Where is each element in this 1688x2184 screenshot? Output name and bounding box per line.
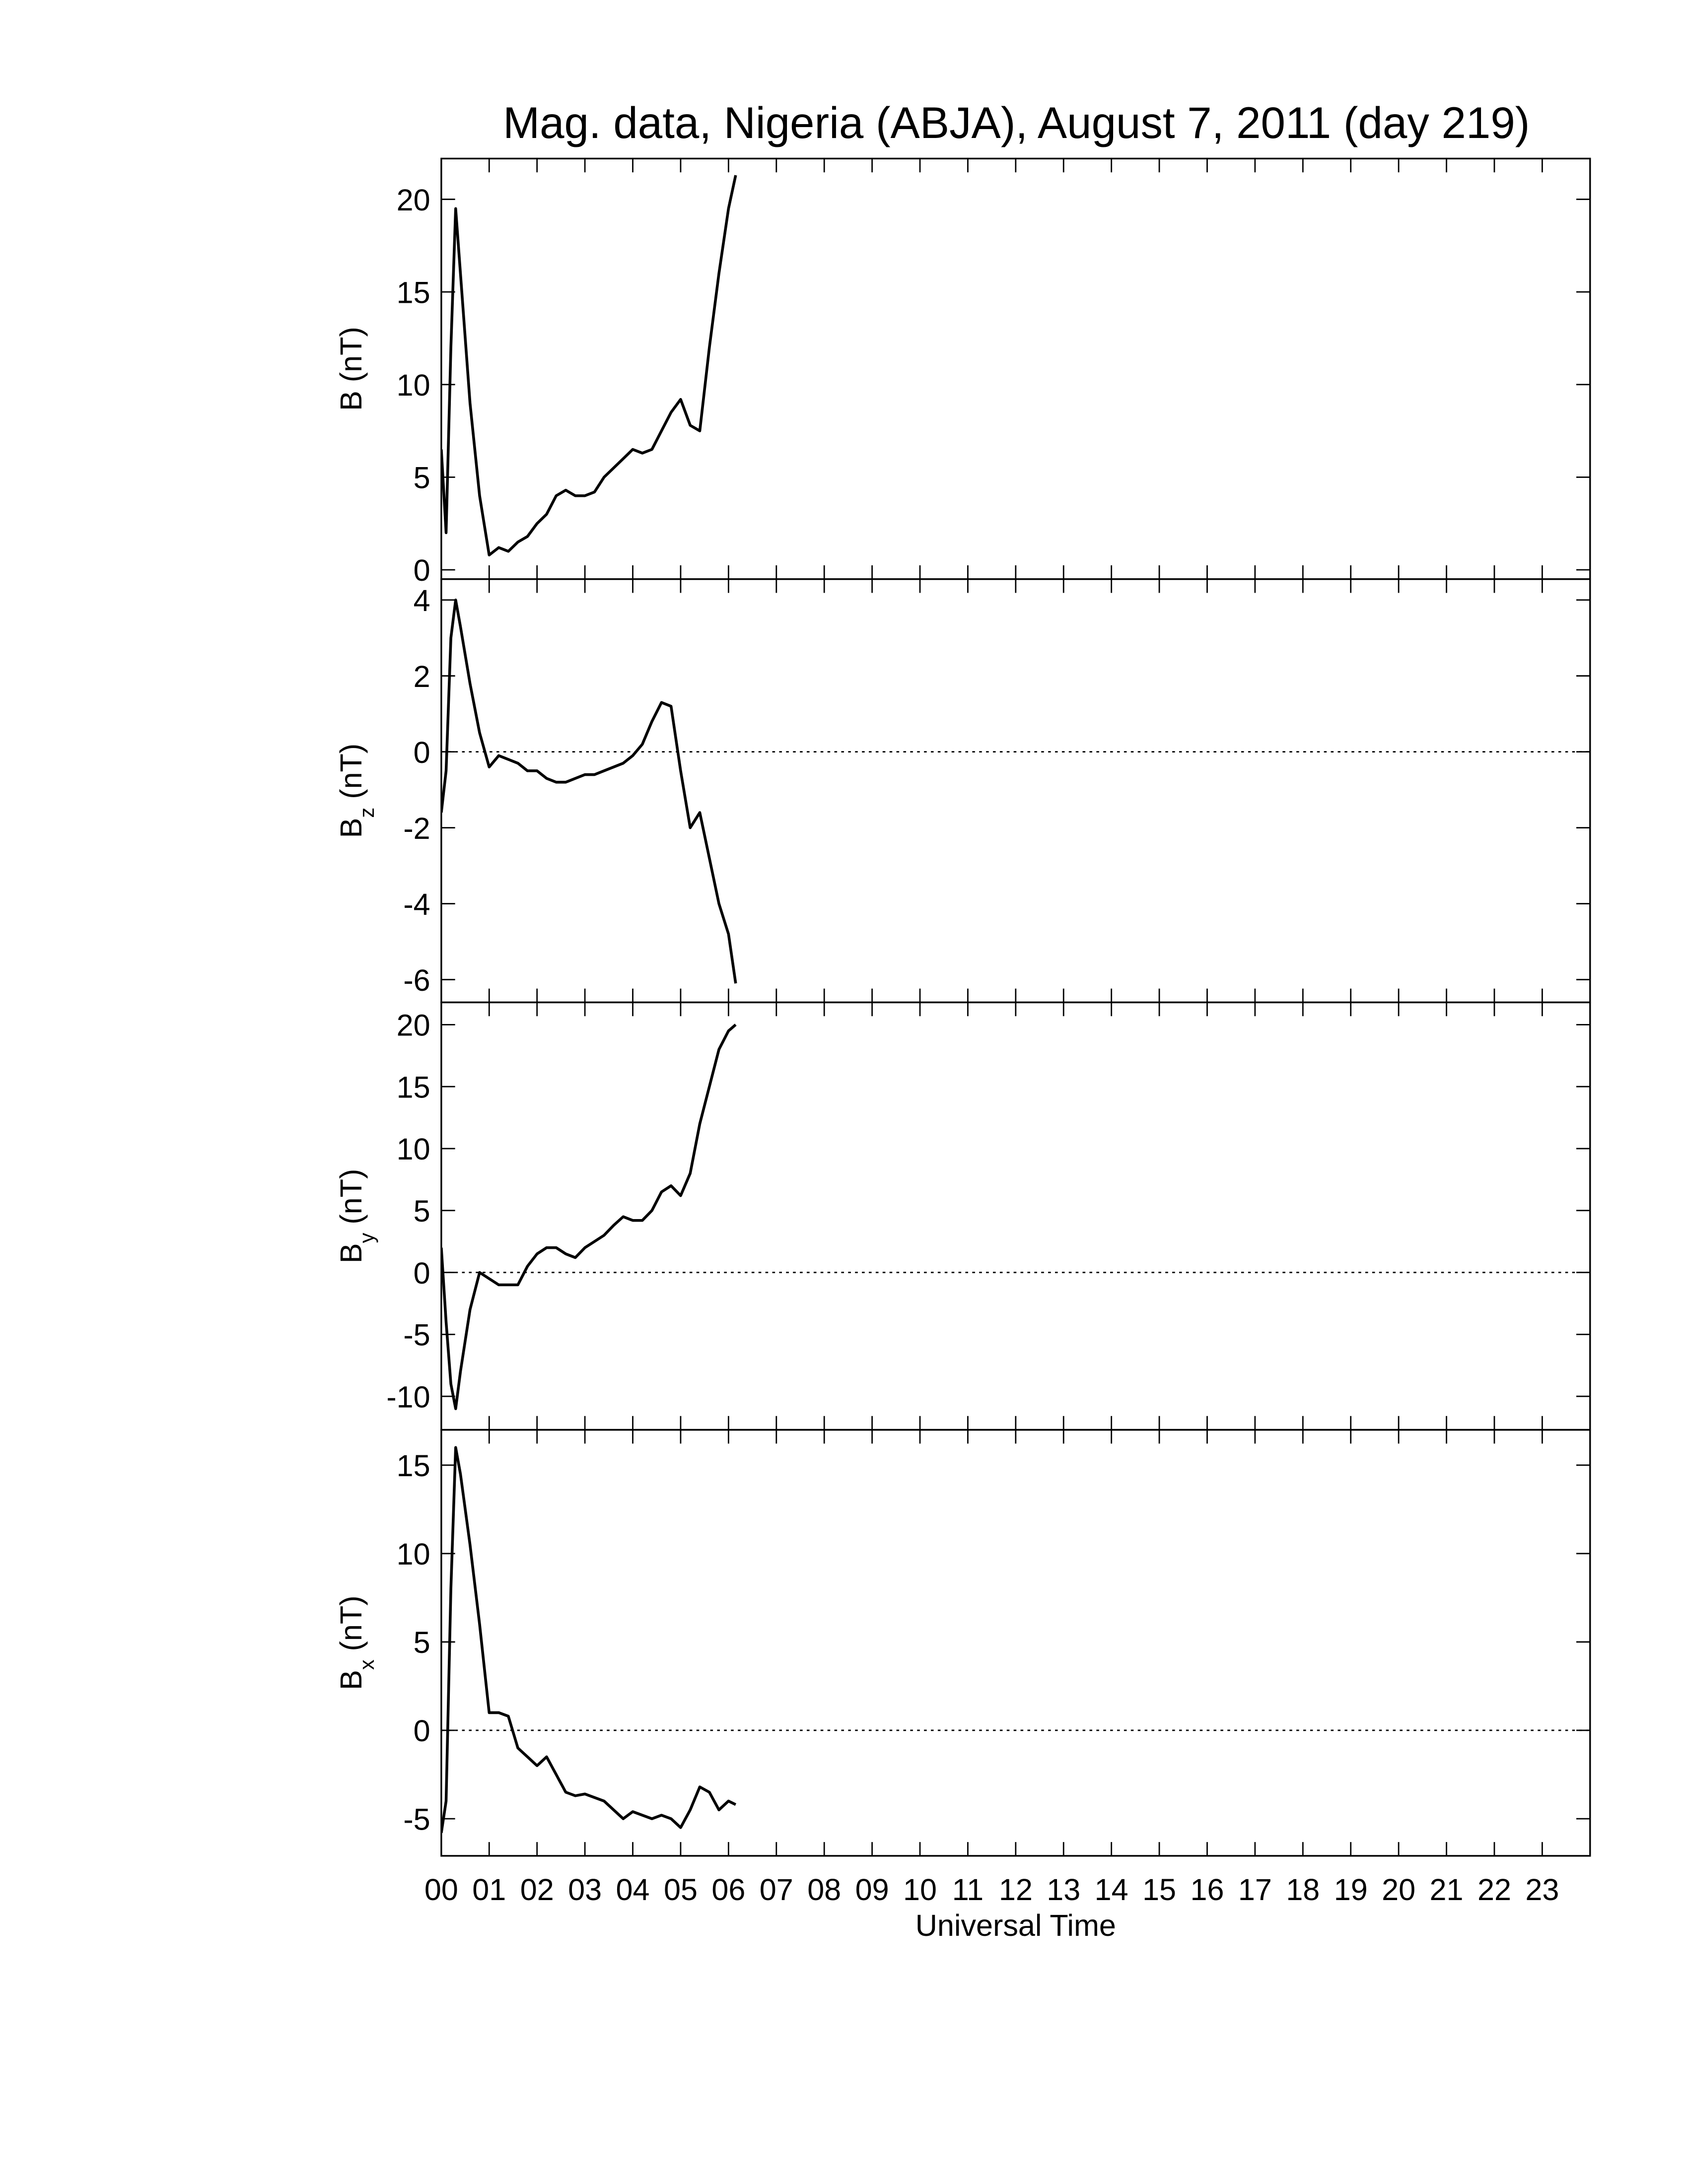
x-tick-label: 02 bbox=[520, 1873, 554, 1907]
x-tick-label: 05 bbox=[664, 1873, 698, 1907]
x-tick-label: 21 bbox=[1430, 1873, 1464, 1907]
x-tick-label: 12 bbox=[999, 1873, 1033, 1907]
y-tick-label: 5 bbox=[414, 461, 430, 495]
y-label-unit: (nT) bbox=[334, 1169, 368, 1225]
x-tick-label: 22 bbox=[1477, 1873, 1511, 1907]
y-tick-label: -4 bbox=[403, 887, 430, 921]
x-tick-label: 14 bbox=[1095, 1873, 1128, 1907]
x-tick-label: 08 bbox=[807, 1873, 841, 1907]
x-tick-label: 07 bbox=[760, 1873, 793, 1907]
y-label-unit: (nT) bbox=[334, 1595, 368, 1651]
x-tick-label: 13 bbox=[1047, 1873, 1080, 1907]
x-tick-label: 04 bbox=[616, 1873, 650, 1907]
x-tick-label: 00 bbox=[424, 1873, 458, 1907]
y-axis-label: Bx (nT) bbox=[334, 1595, 378, 1690]
y-tick-label: -5 bbox=[403, 1318, 430, 1352]
series-group bbox=[441, 1446, 737, 1833]
y-tick-label: -5 bbox=[403, 1802, 430, 1836]
x-axis-label: Universal Time bbox=[915, 1909, 1116, 1942]
y-label-spacer bbox=[334, 1225, 368, 1233]
y-tick-label: 15 bbox=[397, 1449, 430, 1483]
y-tick-label: -2 bbox=[403, 812, 430, 845]
plot-frame bbox=[440, 1429, 1591, 1857]
series-group bbox=[441, 175, 737, 556]
x-tick-label: 15 bbox=[1142, 1873, 1176, 1907]
x-tick-label: 11 bbox=[952, 1873, 984, 1907]
x-tick-label: 06 bbox=[711, 1873, 745, 1907]
y-label-spacer bbox=[334, 382, 368, 391]
y-label-symbol: B bbox=[334, 1243, 368, 1264]
y-tick-label: 15 bbox=[397, 275, 430, 309]
y-tick-label: 20 bbox=[397, 183, 430, 217]
y-tick-label: 10 bbox=[397, 368, 430, 402]
y-label-subscript: z bbox=[355, 808, 378, 818]
y-tick-label: 5 bbox=[414, 1194, 430, 1228]
data-line bbox=[441, 1024, 737, 1410]
x-tick-label: 18 bbox=[1286, 1873, 1320, 1907]
y-label-spacer bbox=[334, 1651, 368, 1659]
x-tick-label: 16 bbox=[1190, 1873, 1224, 1907]
y-label-symbol: B bbox=[334, 391, 368, 411]
y-tick-label: 20 bbox=[397, 1009, 430, 1042]
data-line bbox=[441, 175, 737, 556]
x-tick-label: 01 bbox=[472, 1873, 506, 1907]
y-tick-label: 0 bbox=[414, 1256, 430, 1290]
x-tick-label: 20 bbox=[1382, 1873, 1415, 1907]
x-tick-label: 19 bbox=[1334, 1873, 1368, 1907]
y-tick-label: 5 bbox=[414, 1626, 430, 1659]
y-axis-label: B (nT) bbox=[334, 327, 368, 411]
data-line bbox=[441, 1446, 737, 1833]
y-tick-label: 0 bbox=[414, 736, 430, 769]
y-tick-label: 4 bbox=[414, 584, 430, 617]
y-tick-label: -10 bbox=[386, 1380, 430, 1414]
x-tick-label: 10 bbox=[903, 1873, 937, 1907]
y-tick-label: 0 bbox=[414, 1714, 430, 1748]
y-label-spacer bbox=[334, 799, 368, 808]
y-axis-label: By (nT) bbox=[334, 1169, 378, 1264]
y-label-subscript: y bbox=[355, 1233, 378, 1243]
data-line bbox=[441, 598, 737, 984]
series-group bbox=[441, 1024, 737, 1410]
y-tick-label: 10 bbox=[397, 1132, 430, 1166]
y-label-unit: (nT) bbox=[334, 744, 368, 799]
y-label-subscript: x bbox=[355, 1659, 378, 1670]
chart-title: Mag. data, Nigeria (ABJA), August 7, 201… bbox=[503, 98, 1530, 147]
y-tick-label: 2 bbox=[414, 660, 430, 693]
series-group bbox=[441, 598, 737, 984]
y-tick-label: 15 bbox=[397, 1070, 430, 1104]
y-tick-label: 0 bbox=[414, 553, 430, 587]
x-tick-label: 17 bbox=[1238, 1873, 1272, 1907]
y-axis-label: Bz (nT) bbox=[334, 744, 378, 838]
y-tick-label: 10 bbox=[397, 1537, 430, 1571]
y-label-symbol: B bbox=[334, 818, 368, 838]
x-tick-label: 09 bbox=[855, 1873, 889, 1907]
x-tick-label: 23 bbox=[1525, 1873, 1559, 1907]
x-tick-label: 03 bbox=[568, 1873, 602, 1907]
y-tick-label: -6 bbox=[403, 963, 430, 997]
y-label-symbol: B bbox=[334, 1670, 368, 1690]
y-label-unit: (nT) bbox=[334, 327, 368, 382]
